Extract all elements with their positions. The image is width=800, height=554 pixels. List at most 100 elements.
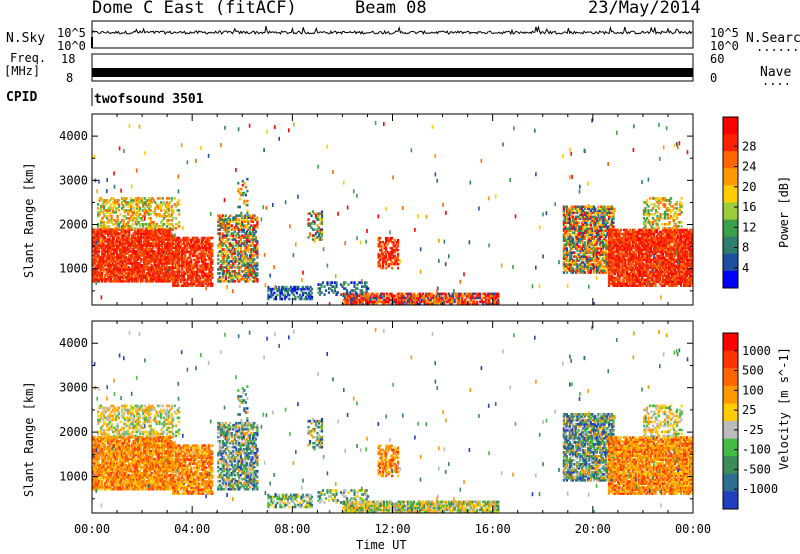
echo-cell (357, 294, 360, 298)
echo-cell (392, 254, 395, 258)
echo-cell (565, 265, 568, 268)
echo-cell (465, 294, 468, 298)
echo-cell (218, 268, 221, 271)
echo-cell (143, 264, 146, 267)
echo-cell (408, 298, 411, 302)
echo-cell (170, 254, 173, 257)
echo-cell (595, 259, 598, 262)
echo-cell (631, 232, 635, 236)
echo-cell (405, 302, 408, 305)
echo-cell (567, 221, 570, 224)
echo-cell (410, 296, 413, 300)
echo-cell (586, 259, 589, 262)
echo-cell (211, 282, 214, 286)
echo-cell (131, 227, 134, 230)
echo-cell (267, 287, 270, 291)
echo-cell (636, 234, 639, 238)
echo-cell (639, 264, 642, 268)
echo-cell (131, 211, 134, 214)
echo-cell (598, 265, 601, 268)
echo-cell (591, 253, 594, 256)
echo-cell (622, 244, 626, 248)
echo-cell (168, 242, 171, 245)
echo-cell (613, 244, 617, 248)
echo-cell (601, 265, 604, 268)
echo-cell (598, 209, 601, 213)
echo-cell (270, 287, 273, 291)
echo-cell (628, 264, 632, 268)
echo-cell (175, 244, 178, 248)
echo-cell (107, 246, 110, 249)
echo-cell (624, 236, 627, 240)
echo-cell (309, 295, 312, 299)
echo-cell (139, 199, 142, 202)
echo-cell (606, 267, 609, 270)
echo-cell (226, 228, 229, 231)
echo-cell (606, 211, 609, 215)
echo-cell (615, 228, 618, 232)
echo-cell (168, 280, 171, 283)
echo-cell (167, 203, 170, 206)
echo-cell (612, 238, 615, 242)
echo-cell (348, 298, 351, 302)
echo-cell (431, 302, 434, 305)
echo-cell (256, 242, 259, 245)
echo-cell (390, 300, 393, 304)
echo-cell (235, 232, 238, 235)
echo-cell (96, 234, 99, 237)
echo-cell (622, 240, 626, 244)
echo-cell (114, 274, 117, 277)
echo-cell (579, 227, 582, 230)
echo-cell (464, 300, 467, 304)
echo-cell (137, 252, 140, 255)
echo-cell (150, 278, 153, 281)
echo-cell (124, 223, 127, 226)
echo-cell (586, 215, 589, 219)
echo-cell (106, 199, 109, 202)
echo-cell (116, 234, 119, 237)
echo-cell (221, 276, 224, 279)
echo-cell (419, 296, 422, 300)
echo-cell (619, 248, 623, 252)
nsky-tick-top-left: 10^5 (57, 26, 86, 40)
echo-cell (170, 272, 173, 275)
echo-cell (224, 256, 227, 259)
echo-cell (158, 268, 161, 271)
echo-cell (636, 258, 639, 262)
echo-cell (187, 240, 190, 244)
echo-cell (636, 268, 639, 272)
echo-cell (143, 238, 146, 241)
echo-cell (173, 282, 176, 286)
echo-cell (601, 249, 604, 252)
echo-cell (132, 252, 135, 255)
echo-cell (621, 264, 624, 268)
echo-cell (586, 223, 589, 226)
echo-cell (577, 221, 580, 224)
echo-cell (585, 205, 588, 209)
echo-cell (168, 268, 171, 271)
echo-cell (389, 256, 392, 260)
echo-cell (438, 294, 441, 298)
echo-cell (242, 270, 245, 273)
echo-cell (178, 260, 181, 264)
echo-cell (247, 258, 250, 261)
echo-cell (226, 220, 229, 223)
echo-cell (580, 207, 583, 211)
echo-cell (246, 203, 249, 207)
echo-cell (603, 237, 606, 240)
echo-cell (610, 250, 614, 254)
echo-cell (622, 260, 626, 264)
echo-cell (110, 272, 113, 275)
echo-cell (154, 225, 157, 228)
echo-cell (571, 223, 574, 226)
echo-cell (562, 253, 565, 256)
echo-cell (100, 205, 103, 208)
echo-cell (240, 187, 243, 191)
echo-cell (138, 248, 141, 251)
echo-cell (245, 224, 248, 227)
echo-cell (166, 215, 169, 218)
echo-cell (208, 282, 211, 286)
echo-cell (155, 234, 158, 237)
echo-cell (162, 278, 165, 281)
echo-cell (220, 240, 223, 243)
